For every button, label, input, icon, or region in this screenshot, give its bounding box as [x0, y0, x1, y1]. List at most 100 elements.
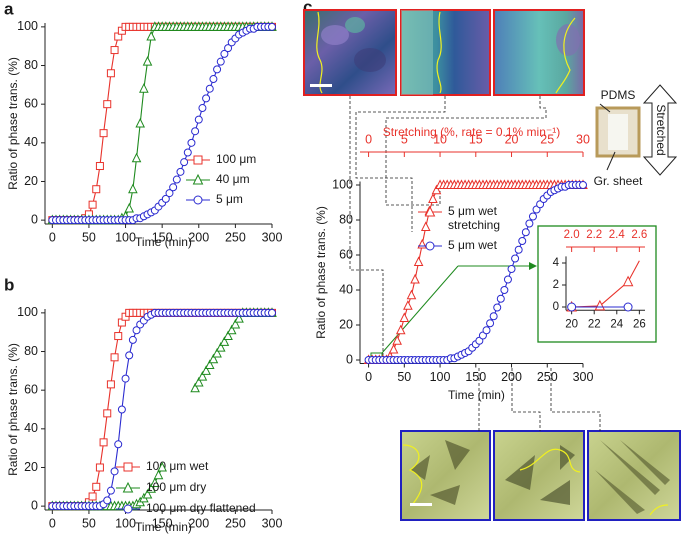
- legend-marker: [193, 155, 203, 165]
- marker: [420, 221, 431, 231]
- marker: [153, 469, 164, 480]
- marker: [528, 212, 537, 221]
- marker: [226, 324, 237, 335]
- marker: [482, 326, 491, 335]
- series-line: [52, 26, 272, 221]
- x-tick-label: 22: [588, 318, 601, 330]
- marker: [493, 303, 502, 312]
- marker: [431, 184, 442, 195]
- marker: [489, 312, 498, 321]
- zoom-indicator: [370, 225, 657, 363]
- marker: [213, 65, 222, 74]
- marker: [268, 22, 276, 31]
- marker: [146, 30, 156, 41]
- y-tick-label: 60: [24, 96, 38, 110]
- y-tick-label: 4: [553, 257, 560, 269]
- marker: [392, 335, 402, 345]
- marker: [202, 94, 211, 103]
- x-tick-label: 250: [225, 516, 246, 530]
- y-tick-label: 20: [24, 460, 38, 474]
- marker: [88, 200, 97, 209]
- y-tick-label: 80: [24, 58, 38, 72]
- marker: [395, 324, 406, 335]
- marker: [204, 359, 215, 370]
- marker: [403, 300, 413, 310]
- x2-tick-label: 2.2: [586, 229, 602, 241]
- y-tick-label: 80: [339, 212, 353, 226]
- y-tick-label: 0: [31, 212, 38, 226]
- marker: [146, 483, 156, 493]
- x-tick-label: 250: [225, 230, 246, 244]
- marker: [125, 351, 134, 360]
- marker: [518, 237, 527, 245]
- marker: [95, 463, 104, 472]
- marker: [135, 117, 146, 128]
- x-tick-label: 300: [573, 370, 594, 384]
- marker: [110, 46, 119, 55]
- y-tick-label: 0: [346, 352, 353, 366]
- y-axis-label: Ratio of phase trans. (%): [314, 206, 328, 339]
- marker: [99, 129, 108, 138]
- marker: [117, 405, 126, 414]
- y-tick-label: 60: [339, 247, 353, 261]
- x-tick-label: 100: [115, 516, 136, 530]
- marker: [216, 57, 225, 66]
- marker: [623, 302, 633, 312]
- legend-label: 5 μm wet stretching: [448, 204, 501, 232]
- marker: [521, 228, 530, 237]
- marker: [165, 189, 174, 198]
- photo-label: Gr. sheet: [594, 174, 643, 188]
- marker: [193, 376, 204, 387]
- x-tick-label: 200: [501, 370, 522, 384]
- marker: [142, 488, 153, 499]
- marker: [215, 342, 226, 352]
- marker: [224, 44, 233, 53]
- marker: [507, 265, 516, 273]
- marker: [194, 115, 203, 124]
- marker: [406, 289, 417, 300]
- x-tick-label: 0: [49, 516, 56, 530]
- x-axis-label: Time (min): [135, 235, 192, 249]
- x-tick-label: 300: [262, 516, 283, 530]
- legend-label: 5 μm: [216, 192, 243, 206]
- x-tick-label: 250: [537, 370, 558, 384]
- x2-tick-label: 5: [401, 132, 408, 146]
- legend-marker: [193, 195, 203, 205]
- legend-label: 100 μm: [216, 152, 256, 166]
- x-tick-label: 200: [188, 230, 209, 244]
- marker: [212, 347, 222, 358]
- legend-marker: [123, 504, 133, 514]
- marker: [413, 256, 424, 266]
- marker: [139, 83, 149, 93]
- y-axis-label: Ratio of phase trans. (%): [6, 57, 20, 190]
- marker: [205, 84, 214, 93]
- marker: [103, 100, 112, 109]
- legend-label: 40 μm: [216, 172, 250, 186]
- marker: [388, 343, 399, 354]
- marker: [157, 461, 167, 472]
- marker: [220, 49, 229, 58]
- y-tick-label: 40: [24, 421, 38, 435]
- marker: [197, 371, 208, 381]
- series-line: [52, 26, 272, 221]
- marker: [594, 299, 606, 311]
- marker: [106, 486, 115, 495]
- marker: [95, 162, 104, 171]
- marker: [103, 409, 112, 418]
- marker: [410, 273, 420, 284]
- legend-label: 100 μm wet: [146, 459, 209, 473]
- legend-marker: [192, 173, 204, 185]
- marker: [150, 477, 160, 487]
- y-tick-label: 80: [24, 344, 38, 358]
- y-axis-label: Ratio of phase trans. (%): [6, 343, 20, 476]
- x-tick-label: 300: [262, 230, 283, 244]
- y-tick-label: 100: [17, 305, 38, 319]
- marker: [106, 69, 115, 78]
- panel-label: a: [4, 0, 14, 18]
- marker: [190, 382, 200, 393]
- marker: [132, 326, 141, 335]
- micrograph-top: [303, 9, 585, 96]
- legend-label: 100 μm dry: [146, 480, 206, 494]
- y-tick-label: 0: [553, 301, 559, 313]
